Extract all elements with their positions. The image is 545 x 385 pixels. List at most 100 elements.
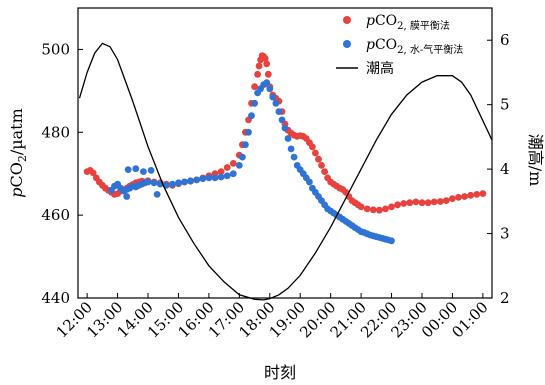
data-point [363, 205, 371, 213]
data-point [357, 203, 365, 211]
data-point [376, 206, 383, 214]
y-left-axis-label: pCO2/µatm [7, 108, 29, 198]
data-point [461, 193, 468, 200]
data-point [309, 143, 316, 151]
data-point [269, 93, 277, 101]
y-left-label-part: p [7, 188, 26, 198]
data-point [406, 199, 414, 207]
data-point [430, 198, 438, 206]
legend-label-part: p [366, 13, 375, 29]
data-point [217, 173, 225, 181]
data-point [140, 168, 147, 176]
y-left-tick-label: 440 [41, 289, 70, 307]
data-point [169, 180, 176, 188]
data-point [235, 162, 243, 169]
legend-label: 潮高 [366, 60, 394, 77]
data-point [175, 179, 182, 187]
data-point [144, 178, 152, 186]
data-point [473, 191, 481, 198]
data-point [124, 166, 132, 174]
data-point [147, 167, 155, 174]
data-point [205, 174, 213, 182]
y-right-tick-label: 4 [500, 160, 510, 178]
data-point [266, 85, 274, 93]
series-layer [78, 42, 493, 301]
data-point [315, 155, 322, 163]
data-point [263, 79, 271, 86]
y-right-tick-label: 5 [500, 96, 510, 114]
data-point [424, 199, 432, 207]
legend-label-part: 2, 水-气平衡法 [397, 43, 463, 56]
y-left-label-part: /µatm [7, 108, 26, 155]
data-point [229, 170, 237, 178]
data-point [479, 190, 487, 198]
legend-item-1: pCO2, 水-气平衡法 [343, 37, 463, 56]
data-point [318, 162, 325, 169]
series-0 [83, 52, 487, 214]
series-1 [108, 79, 395, 245]
data-point [245, 128, 252, 136]
data-point [123, 193, 131, 200]
data-point [264, 70, 272, 78]
data-point [400, 200, 408, 207]
y-right-tick-label: 3 [500, 225, 510, 243]
tide-line [78, 42, 493, 301]
legend-item-2: 潮高 [336, 60, 394, 77]
data-point [187, 177, 195, 185]
data-point [217, 168, 225, 176]
data-point [254, 70, 261, 78]
data-point [211, 174, 219, 182]
series-2 [78, 42, 493, 301]
data-point [261, 55, 269, 62]
data-point [132, 165, 140, 173]
y-left-tick-label: 480 [41, 123, 70, 141]
data-point [150, 179, 158, 187]
data-point [290, 153, 298, 161]
data-point [242, 141, 249, 149]
data-point [455, 193, 462, 201]
data-point [412, 198, 420, 206]
data-point [89, 169, 97, 177]
data-point [229, 160, 237, 167]
data-point [251, 99, 258, 107]
y-left-tick-label: 460 [41, 206, 70, 224]
data-point [388, 237, 395, 245]
y-left-tick-label: 500 [41, 40, 70, 58]
data-point [382, 205, 389, 213]
legend-label-part: p [366, 37, 375, 53]
data-point [442, 197, 450, 205]
data-point [275, 108, 283, 115]
legend-label-part: CO [375, 13, 397, 29]
data-point [284, 135, 292, 142]
y-left-label-part: CO [7, 162, 26, 187]
data-point [272, 99, 280, 107]
legend-label: pCO2, 水-气平衡法 [366, 37, 463, 56]
y-right-tick-label: 2 [500, 289, 510, 307]
data-point [312, 149, 319, 157]
data-point [278, 116, 286, 124]
y-left-label-part: 2 [16, 155, 29, 162]
data-point [255, 62, 263, 70]
data-point [436, 198, 444, 205]
data-point [418, 199, 426, 207]
data-point [263, 60, 271, 68]
data-point [239, 153, 246, 161]
legend-item-0: pCO2, 膜平衡法 [343, 13, 450, 32]
data-point [248, 112, 255, 120]
x-axis-label: 时刻 [264, 363, 296, 382]
data-point [251, 83, 258, 91]
data-point [394, 201, 401, 209]
data-point [467, 191, 475, 199]
data-point [306, 178, 313, 186]
legend-dot-marker [343, 16, 351, 24]
y-right-axis-label: 潮高/m [526, 134, 545, 187]
legend-dot-marker [343, 40, 351, 48]
data-point [153, 191, 161, 198]
data-point [223, 164, 231, 171]
legend-label: pCO2, 膜平衡法 [366, 13, 450, 32]
data-point [449, 195, 456, 203]
data-point [321, 168, 328, 176]
data-point [369, 206, 377, 214]
